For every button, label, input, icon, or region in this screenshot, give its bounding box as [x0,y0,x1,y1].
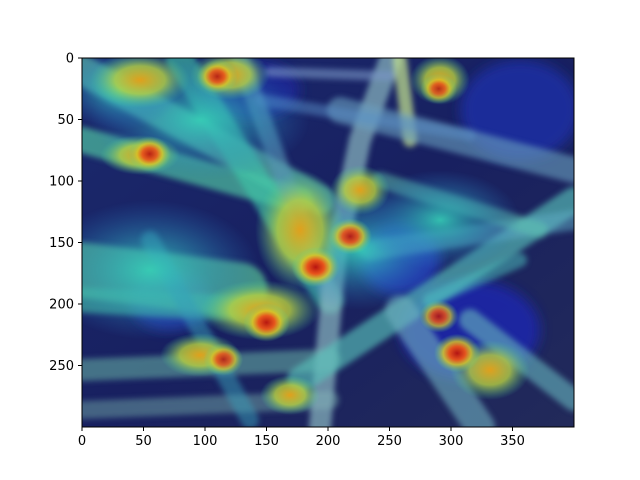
hotspot [196,59,238,94]
x-tick-label: 200 [316,434,341,449]
y-tick-label: 0 [66,52,74,67]
x-tick-label: 0 [78,434,86,449]
hotspot [420,73,458,104]
hotspot [203,342,244,376]
y-axis: 0 50 100 150 200 250 [49,52,82,374]
x-tick-label: 100 [193,434,218,449]
y-tick-label: 200 [49,298,74,313]
hotspot [418,299,459,333]
heatmap-image [82,58,574,427]
y-tick-label: 100 [49,175,74,190]
y-tick-label: 250 [49,359,74,374]
x-tick-label: 150 [254,434,279,449]
hotspot [433,333,481,373]
hotspot [243,303,290,342]
x-tick-label: 50 [135,434,152,449]
hotspot [128,136,171,172]
hotspot [328,218,373,255]
hotspot-layer [128,59,481,376]
x-tick-label: 300 [439,434,464,449]
x-axis: 0 50 100 150 200 250 300 350 [78,427,525,449]
y-tick-label: 50 [57,113,74,128]
x-tick-label: 350 [500,434,525,449]
hotspot [291,247,340,288]
x-tick-label: 250 [377,434,402,449]
y-tick-label: 150 [49,236,74,251]
